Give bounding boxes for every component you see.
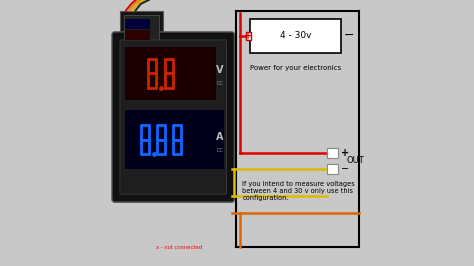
Text: DC: DC: [216, 148, 223, 153]
Bar: [120, 11, 163, 45]
Text: If you intend to measure voltages
between 4 and 30 v only use this
configuration: If you intend to measure voltages betwee…: [242, 181, 355, 201]
Text: OUT: OUT: [346, 156, 364, 165]
Bar: [125, 110, 224, 169]
Text: +: +: [341, 148, 349, 158]
Text: 4 - 30v: 4 - 30v: [280, 31, 311, 40]
Bar: [328, 164, 338, 174]
Text: −: −: [341, 164, 349, 174]
Bar: [125, 19, 150, 29]
Text: Power for your electronics: Power for your electronics: [250, 65, 341, 71]
Text: A: A: [216, 132, 223, 142]
Text: V: V: [216, 65, 223, 76]
Text: DC: DC: [216, 81, 223, 86]
Text: x - not connected: x - not connected: [156, 245, 202, 250]
Text: +: +: [245, 31, 253, 41]
FancyBboxPatch shape: [120, 40, 227, 194]
Bar: [246, 32, 251, 40]
Text: −: −: [343, 30, 354, 42]
FancyBboxPatch shape: [112, 32, 234, 202]
Bar: [250, 19, 341, 53]
Bar: [125, 47, 216, 100]
Bar: [125, 30, 150, 40]
Bar: [328, 148, 338, 157]
Bar: [124, 15, 158, 43]
